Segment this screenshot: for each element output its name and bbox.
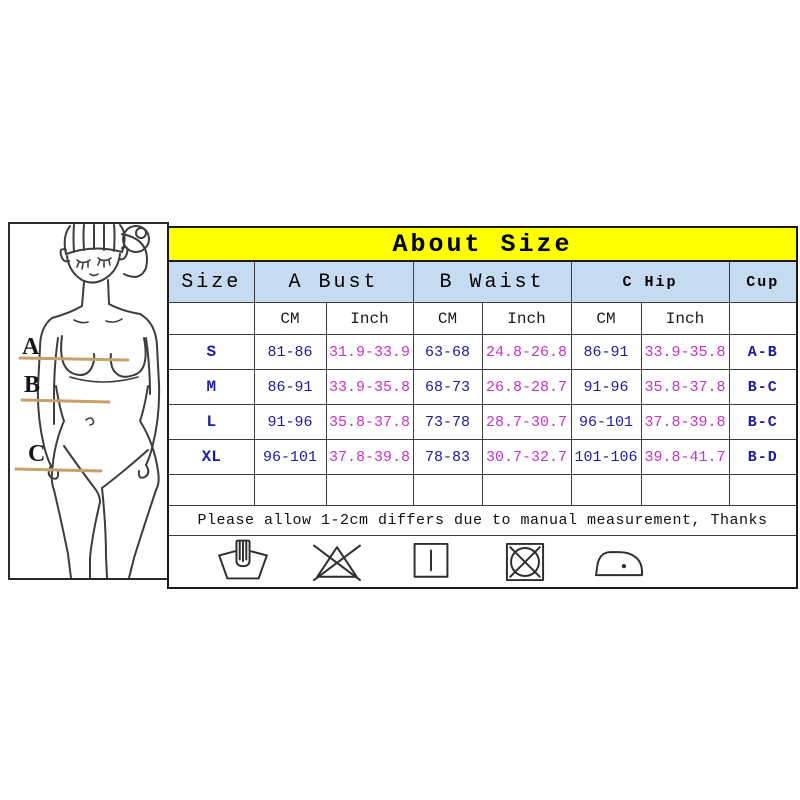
hand-wash-icon — [218, 539, 268, 579]
waist-inch-value: 30.7-32.7 — [481, 439, 572, 475]
waist-cm-value: 78-83 — [412, 439, 483, 475]
bust-inch-value: 31.9-33.9 — [325, 334, 414, 370]
iron-low-heat-icon — [595, 550, 643, 576]
page-title: About Size — [167, 226, 798, 262]
column-header-hip: C Hip — [570, 260, 730, 303]
cup-value: B-D — [728, 439, 798, 475]
size-value: S — [167, 334, 255, 370]
drip-dry-icon — [413, 542, 449, 578]
care-icons-strip — [169, 539, 796, 585]
waist-inch-value: 26.8-28.7 — [481, 369, 572, 405]
do-not-bleach-icon — [313, 544, 361, 581]
do-not-tumble-dry-icon — [505, 542, 545, 581]
cup-value: A-B — [728, 334, 798, 370]
measurement-note-row: Please allow 1-2cm differs due to manual… — [167, 505, 798, 536]
about-size-banner: About Size — [167, 226, 798, 262]
unit-inch: Inch — [481, 302, 572, 335]
bust-label-a: A — [22, 334, 40, 360]
unit-inch: Inch — [640, 302, 730, 335]
woman-sketch-illustration: A B C — [14, 224, 161, 578]
table-row-m: M 86-91 33.9-35.8 68-73 26.8-28.7 91-96 … — [167, 369, 798, 405]
units-row: CM Inch CM Inch CM Inch — [167, 302, 798, 335]
bust-cm-value: 81-86 — [253, 334, 327, 370]
waist-cm-value: 63-68 — [412, 334, 483, 370]
size-value: M — [167, 369, 255, 405]
hip-inch-value: 33.9-35.8 — [640, 334, 730, 370]
hip-measure-line — [14, 467, 103, 473]
bust-inch-value: 37.8-39.8 — [325, 439, 414, 475]
column-header-size: Size — [167, 260, 255, 303]
bust-cm-value: 96-101 — [253, 439, 327, 475]
bust-cm-value: 86-91 — [253, 369, 327, 405]
cup-value: B-C — [728, 404, 798, 440]
waist-cm-value: 68-73 — [412, 369, 483, 405]
size-chart-table: About Size Size A Bust B Waist C Hip Cup… — [167, 226, 799, 589]
bust-cm-value: 91-96 — [253, 404, 327, 440]
size-value: L — [167, 404, 255, 440]
waist-cm-value: 73-78 — [412, 404, 483, 440]
unit-inch: Inch — [325, 302, 414, 335]
cup-value: B-C — [728, 369, 798, 405]
column-header-waist: B Waist — [412, 260, 572, 303]
hip-cm-value: 96-101 — [570, 404, 642, 440]
spacer-row — [167, 474, 798, 506]
column-header-bust: A Bust — [253, 260, 414, 303]
hip-inch-value: 35.8-37.8 — [640, 369, 730, 405]
unit-cm: CM — [570, 302, 642, 335]
bust-measure-line — [18, 356, 130, 362]
table-row-s: S 81-86 31.9-33.9 63-68 24.8-26.8 86-91 … — [167, 334, 798, 370]
bust-inch-value: 33.9-35.8 — [325, 369, 414, 405]
size-value: XL — [167, 439, 255, 475]
column-header-cup: Cup — [728, 260, 798, 303]
waist-measure-line — [20, 398, 111, 404]
hip-cm-value: 101-106 — [570, 439, 642, 475]
table-row-l: L 91-96 35.8-37.8 73-78 28.7-30.7 96-101… — [167, 404, 798, 440]
care-icons-row — [167, 535, 798, 589]
measurement-note: Please allow 1-2cm differs due to manual… — [167, 505, 798, 536]
hip-cm-value: 91-96 — [570, 369, 642, 405]
unit-cm: CM — [253, 302, 327, 335]
table-header-row: Size A Bust B Waist C Hip Cup — [167, 260, 798, 303]
hip-cm-value: 86-91 — [570, 334, 642, 370]
table-row-xl: XL 96-101 37.8-39.8 78-83 30.7-32.7 101-… — [167, 439, 798, 475]
waist-inch-value: 24.8-26.8 — [481, 334, 572, 370]
body-measurement-figure: A B C — [8, 222, 169, 580]
hip-inch-value: 37.8-39.8 — [640, 404, 730, 440]
waist-inch-value: 28.7-30.7 — [481, 404, 572, 440]
hip-inch-value: 39.8-41.7 — [640, 439, 730, 475]
hip-label-c: C — [28, 441, 45, 467]
waist-label-b: B — [24, 372, 40, 398]
bust-inch-value: 35.8-37.8 — [325, 404, 414, 440]
unit-cm: CM — [412, 302, 483, 335]
